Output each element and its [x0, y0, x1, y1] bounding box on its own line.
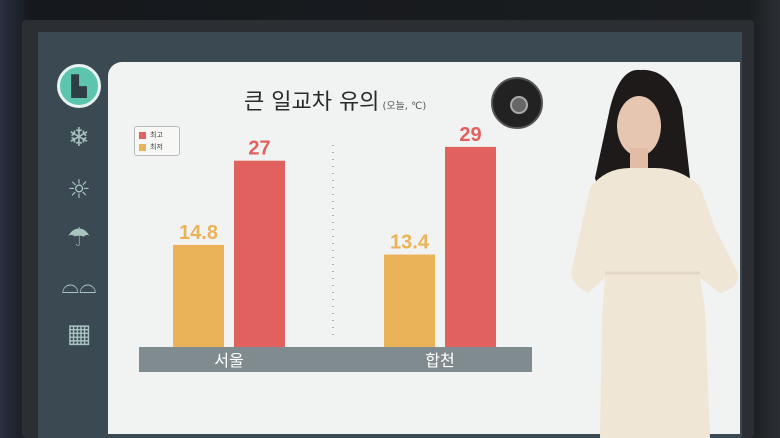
- category-label: 합천: [425, 351, 454, 370]
- data-label: 13.4: [390, 232, 430, 254]
- presenter: [571, 69, 739, 438]
- bar-high-0: [234, 160, 285, 347]
- category-label: 서울: [214, 351, 243, 370]
- title-text: 큰 일교차 유의: [244, 90, 380, 115]
- umbrella-icon[interactable]: ☂: [67, 223, 91, 253]
- bar-low-0: [173, 244, 224, 347]
- tool-wheel[interactable]: [491, 77, 543, 129]
- legend-label-low: 최저: [150, 143, 163, 151]
- sun-thermometer-icon[interactable]: ☼: [67, 175, 91, 205]
- legend-item-high: 최고: [139, 129, 175, 141]
- bar-low-1: [384, 254, 435, 347]
- calendar-icon[interactable]: ▦: [66, 319, 92, 349]
- bar-chart-icon[interactable]: ▙: [57, 64, 101, 108]
- sunglasses-icon[interactable]: ⌓⌓: [61, 273, 97, 299]
- legend: 최고 최저: [134, 126, 180, 156]
- legend-swatch-low: [139, 143, 146, 151]
- legend-item-low: 최저: [139, 141, 175, 153]
- legend-swatch-high: [139, 131, 146, 139]
- data-label: 27: [248, 138, 270, 160]
- category-axis-band: [139, 347, 532, 372]
- snowflake-thermometer-icon[interactable]: ❄: [68, 123, 90, 153]
- chart-title: 큰 일교차 유의 (오늘, ℃): [244, 84, 426, 116]
- data-label: 14.8: [179, 222, 218, 244]
- bar-high-1: [445, 146, 496, 347]
- subtitle-text: (오늘, ℃): [382, 101, 427, 112]
- data-label: 29: [459, 124, 481, 146]
- legend-label-high: 최고: [150, 131, 163, 139]
